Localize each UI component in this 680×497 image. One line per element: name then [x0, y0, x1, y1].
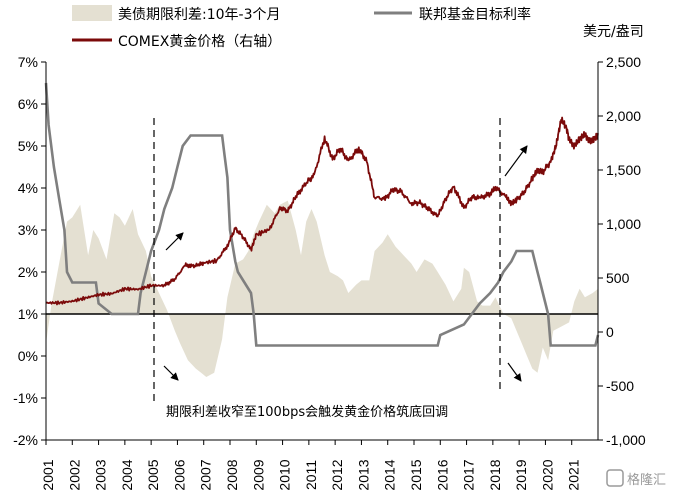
right-tick-label: 2,500 — [606, 54, 641, 70]
watermark: 格隆汇 — [606, 469, 666, 488]
x-tick-label: 2013 — [355, 459, 371, 490]
x-tick-label: 2009 — [250, 459, 266, 490]
annotation-box — [160, 400, 500, 421]
x-tick-label: 2012 — [329, 459, 345, 490]
left-tick-label: 2% — [18, 264, 38, 280]
x-tick-label: 2014 — [382, 459, 398, 490]
right-tick-label: -500 — [606, 378, 634, 394]
legend-label-gold: COMEX黄金价格（右轴） — [118, 33, 281, 50]
fed-line-layer — [44, 82, 600, 347]
axis-ticks-layer: -2% -1% 0% 1% 2% 3% 4% 5% 6% 7% -1,000 -500 0 500 1,00… — [13, 54, 646, 491]
x-tick-label: 2007 — [198, 459, 214, 490]
watermark-logo-icon — [606, 469, 624, 487]
arrow-up-2005 — [165, 232, 184, 251]
x-tick-label: 2003 — [93, 459, 109, 490]
gold-price-line — [45, 116, 599, 306]
x-tick-label: 2006 — [171, 459, 187, 490]
left-tick-label: -1% — [13, 390, 38, 406]
legend-swatch-spread — [72, 5, 112, 21]
gold-line-layer — [45, 116, 599, 306]
arrow-down-2018 — [507, 362, 522, 382]
arrow-up-2018 — [504, 145, 528, 177]
left-tick-label: 6% — [18, 96, 38, 112]
right-tick-label: 500 — [606, 270, 630, 286]
x-tick-label: 2002 — [66, 459, 82, 490]
x-tick-label: 2008 — [224, 459, 240, 490]
legend-label-fed: 联邦基金目标利率 — [419, 6, 531, 23]
x-tick-label: 2018 — [487, 459, 503, 490]
right-axis-unit: 美元/盎司 — [583, 24, 644, 40]
x-tick-label: 2020 — [539, 459, 555, 490]
x-tick-label: 2001 — [40, 459, 56, 490]
x-tick-label: 2017 — [461, 459, 477, 490]
legend: 美债期限利差:10年-3个月 联邦基金目标利率 COMEX黄金价格（右轴） — [72, 5, 531, 50]
right-tick-label: 1,500 — [606, 162, 641, 178]
x-tick-label: 2019 — [513, 459, 529, 490]
x-tick-label: 2011 — [303, 460, 319, 490]
fed-rate-line — [44, 82, 600, 347]
left-tick-label: 1% — [18, 306, 38, 322]
arrow-down-2005 — [163, 365, 179, 381]
left-tick-label: -2% — [13, 432, 38, 448]
annotation-text: 期限利差收窄至100bps会触发黄金价格筑底回调 — [166, 404, 448, 420]
right-tick-label: 0 — [606, 324, 614, 340]
x-tick-label: 2005 — [145, 459, 161, 490]
x-tick-label: 2004 — [119, 459, 135, 490]
legend-label-spread: 美债期限利差:10年-3个月 — [118, 7, 281, 23]
left-tick-label: 0% — [18, 348, 38, 364]
x-tick-label: 2015 — [408, 459, 424, 490]
right-tick-label: 2,000 — [606, 108, 641, 124]
left-tick-label: 7% — [18, 54, 38, 70]
spread-area-layer — [46, 200, 598, 377]
watermark-text: 格隆汇 — [627, 472, 666, 488]
left-tick-label: 5% — [18, 138, 38, 154]
spread-area — [46, 200, 598, 377]
left-tick-label: 4% — [18, 180, 38, 196]
x-tick-label: 2021 — [566, 459, 582, 490]
right-tick-label: 1,000 — [606, 216, 641, 232]
x-tick-label: 2016 — [434, 459, 450, 490]
x-tick-label: 2010 — [277, 459, 293, 490]
right-tick-label: -1,000 — [606, 432, 646, 448]
left-tick-label: 3% — [18, 222, 38, 238]
